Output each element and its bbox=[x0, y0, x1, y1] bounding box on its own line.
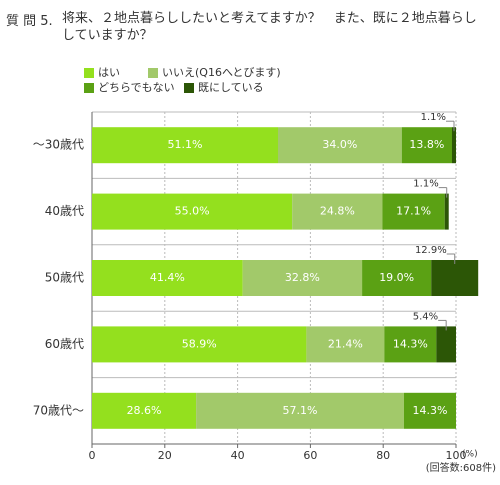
legend-swatch bbox=[184, 83, 194, 93]
bar-segment bbox=[362, 260, 432, 296]
value-label: 24.8% bbox=[320, 205, 355, 218]
value-label: 5.4% bbox=[413, 311, 438, 322]
bar-segment bbox=[436, 326, 456, 363]
bar-segment bbox=[444, 193, 449, 230]
value-label: 51.1% bbox=[168, 138, 203, 151]
value-label: 55.0% bbox=[175, 205, 210, 218]
bar-segment bbox=[292, 193, 383, 230]
bar-segment bbox=[382, 193, 445, 230]
bar-segment bbox=[92, 260, 243, 296]
value-label: 32.8% bbox=[285, 271, 320, 284]
bar-segment bbox=[92, 392, 197, 429]
value-label: 58.9% bbox=[182, 337, 217, 350]
value-label: 14.3% bbox=[412, 404, 447, 417]
value-label: 34.0% bbox=[322, 138, 357, 151]
legend-label: いいえ(Q16へとびます) bbox=[162, 66, 281, 79]
x-tick-label: 40 bbox=[231, 449, 245, 462]
bar-segment bbox=[92, 127, 279, 164]
value-label: 41.4% bbox=[150, 271, 185, 284]
value-label: 13.8% bbox=[409, 138, 444, 151]
bar-segment bbox=[401, 127, 452, 164]
legend-swatch bbox=[84, 68, 94, 78]
bar-segment bbox=[278, 127, 402, 164]
value-label: 1.1% bbox=[421, 112, 446, 123]
y-tick-label: 70歳代～ bbox=[33, 403, 84, 417]
bar-segment bbox=[451, 127, 456, 164]
bar-segment bbox=[306, 326, 385, 363]
chart-title: 将来、２地点暮らししたいと考えてますか？ また、既に２地点暮らししていますか？ bbox=[62, 11, 477, 43]
value-label: 1.1% bbox=[413, 179, 438, 190]
value-label: 12.9% bbox=[415, 245, 447, 256]
bar-segment bbox=[403, 392, 456, 429]
bar-segment bbox=[242, 260, 363, 296]
value-label: 14.3% bbox=[393, 337, 428, 350]
x-tick-label: 100 bbox=[446, 449, 467, 462]
value-label: 57.1% bbox=[283, 404, 318, 417]
value-label: 19.0% bbox=[379, 271, 414, 284]
value-label: 28.6% bbox=[127, 404, 162, 417]
x-tick-label: 60 bbox=[303, 449, 317, 462]
bar-segment bbox=[196, 392, 404, 429]
y-tick-label: 60歳代 bbox=[45, 337, 84, 351]
legend-swatch bbox=[84, 83, 94, 93]
y-tick-label: 50歳代 bbox=[45, 271, 84, 285]
x-tick-label: 20 bbox=[158, 449, 172, 462]
legend-label: はい bbox=[98, 66, 120, 79]
bar-segment bbox=[431, 260, 479, 296]
legend-label: どちらでもない bbox=[98, 81, 175, 94]
value-label: 21.4% bbox=[328, 337, 363, 350]
x-tick-label: 0 bbox=[89, 449, 96, 462]
value-label: 17.1% bbox=[396, 205, 431, 218]
y-tick-label: ～30歳代 bbox=[33, 138, 84, 152]
legend-label: 既にしている bbox=[198, 81, 264, 94]
bar-segment bbox=[92, 193, 293, 230]
y-tick-label: 40歳代 bbox=[45, 204, 84, 218]
question-label: 質 問 5. bbox=[6, 14, 53, 29]
legend-swatch bbox=[148, 68, 158, 78]
bar-segment bbox=[384, 326, 437, 363]
x-tick-label: 80 bbox=[376, 449, 390, 462]
note: (回答数:608件) bbox=[426, 461, 496, 474]
bar-segment bbox=[92, 326, 307, 363]
x-unit: (%) bbox=[462, 450, 478, 460]
